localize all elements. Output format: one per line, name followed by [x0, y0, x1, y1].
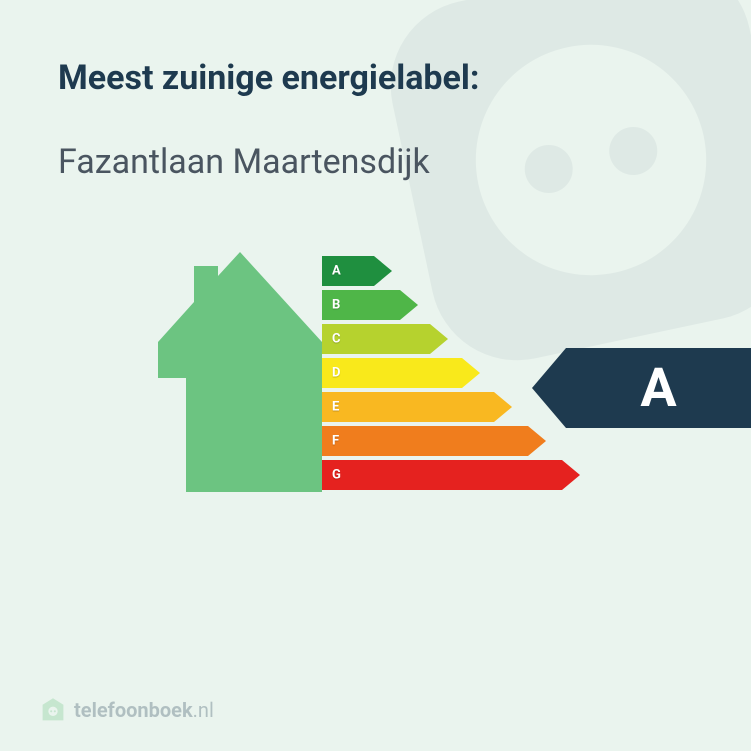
- energy-bar-label: E: [332, 400, 339, 415]
- footer-brand: telefoonboek.nl: [40, 697, 214, 723]
- location-subtitle: Fazantlaan Maartensdijk: [58, 142, 693, 182]
- energy-bar-label: A: [332, 264, 341, 279]
- energy-bar-g: G: [322, 460, 580, 490]
- brand-name: telefoonboek: [74, 698, 193, 722]
- energy-rating-badge: A: [532, 348, 751, 428]
- energy-bar-a: A: [322, 256, 580, 286]
- energy-bar-label: B: [332, 298, 340, 313]
- brand-logo-icon: [40, 697, 66, 723]
- brand-tld: .nl: [193, 698, 214, 722]
- energy-bar-label: G: [332, 468, 341, 483]
- energy-bar-f: F: [322, 426, 580, 456]
- energy-bar-b: B: [322, 290, 580, 320]
- energy-bar-label: F: [332, 434, 339, 449]
- page-title: Meest zuinige energielabel:: [58, 58, 693, 98]
- energy-rating-letter: A: [640, 357, 676, 420]
- energy-bar-label: D: [332, 366, 340, 381]
- house-icon: [158, 252, 322, 492]
- energy-bar-label: C: [332, 332, 341, 347]
